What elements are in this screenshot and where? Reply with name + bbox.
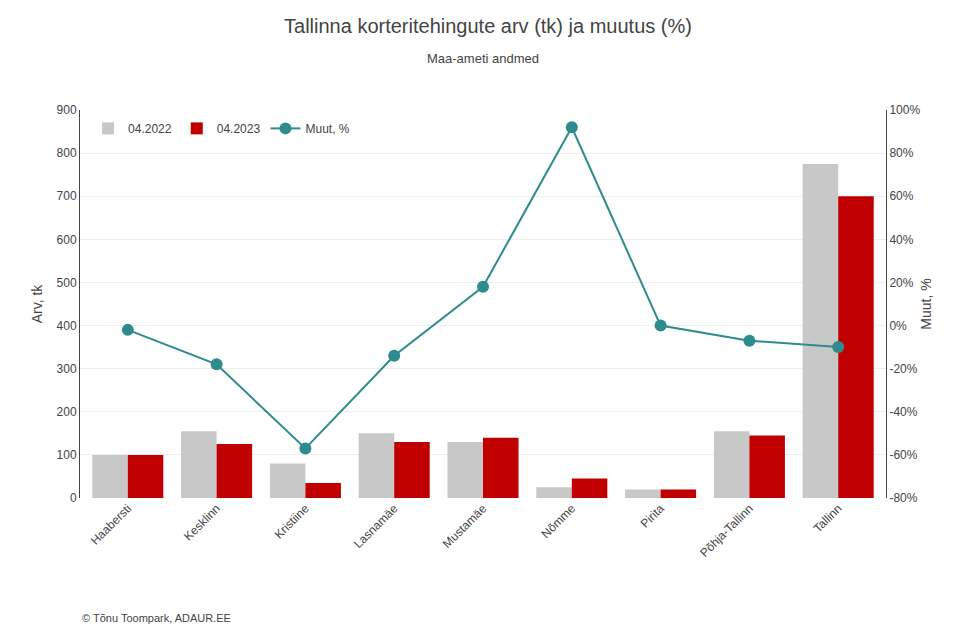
svg-text:400: 400 (57, 319, 77, 333)
svg-text:100: 100 (57, 448, 77, 462)
svg-text:Muut, %: Muut, % (305, 122, 349, 136)
svg-text:Maa-ameti andmed: Maa-ameti andmed (427, 51, 539, 66)
svg-text:Tallinna korteritehingute arv: Tallinna korteritehingute arv (tk) ja mu… (284, 15, 692, 37)
svg-text:900: 900 (57, 103, 77, 117)
svg-text:Põhja-Tallinn: Põhja-Tallinn (697, 501, 755, 559)
svg-text:600: 600 (57, 233, 77, 247)
svg-text:Nõmme: Nõmme (539, 501, 579, 541)
svg-text:Pirita: Pirita (638, 501, 667, 530)
svg-text:Lasnamäe: Lasnamäe (351, 501, 401, 551)
svg-text:Mustamäe: Mustamäe (440, 501, 490, 551)
svg-text:Muut, %: Muut, % (918, 278, 934, 329)
svg-text:80%: 80% (889, 146, 913, 160)
svg-text:-80%: -80% (889, 491, 917, 505)
svg-text:500: 500 (57, 276, 77, 290)
svg-text:40%: 40% (889, 233, 913, 247)
svg-text:800: 800 (57, 146, 77, 160)
svg-text:100%: 100% (889, 103, 920, 117)
svg-text:200: 200 (57, 405, 77, 419)
svg-text:-60%: -60% (889, 448, 917, 462)
svg-text:-20%: -20% (889, 362, 917, 376)
svg-text:300: 300 (57, 362, 77, 376)
svg-text:20%: 20% (889, 276, 913, 290)
svg-text:04.2023: 04.2023 (217, 122, 261, 136)
svg-text:Kesklinn: Kesklinn (181, 501, 223, 543)
svg-text:Haabersti: Haabersti (88, 501, 134, 547)
svg-text:700: 700 (57, 189, 77, 203)
svg-text:Arv, tk: Arv, tk (29, 284, 45, 324)
svg-text:Tallinn: Tallinn (811, 501, 845, 535)
svg-text:Kristiine: Kristiine (272, 501, 312, 541)
svg-text:0%: 0% (889, 319, 907, 333)
svg-text:60%: 60% (889, 189, 913, 203)
svg-text:© Tõnu Toompark, ADAUR.EE: © Tõnu Toompark, ADAUR.EE (82, 612, 231, 624)
svg-text:-40%: -40% (889, 405, 917, 419)
svg-text:0: 0 (70, 491, 77, 505)
svg-text:04.2022: 04.2022 (128, 122, 172, 136)
